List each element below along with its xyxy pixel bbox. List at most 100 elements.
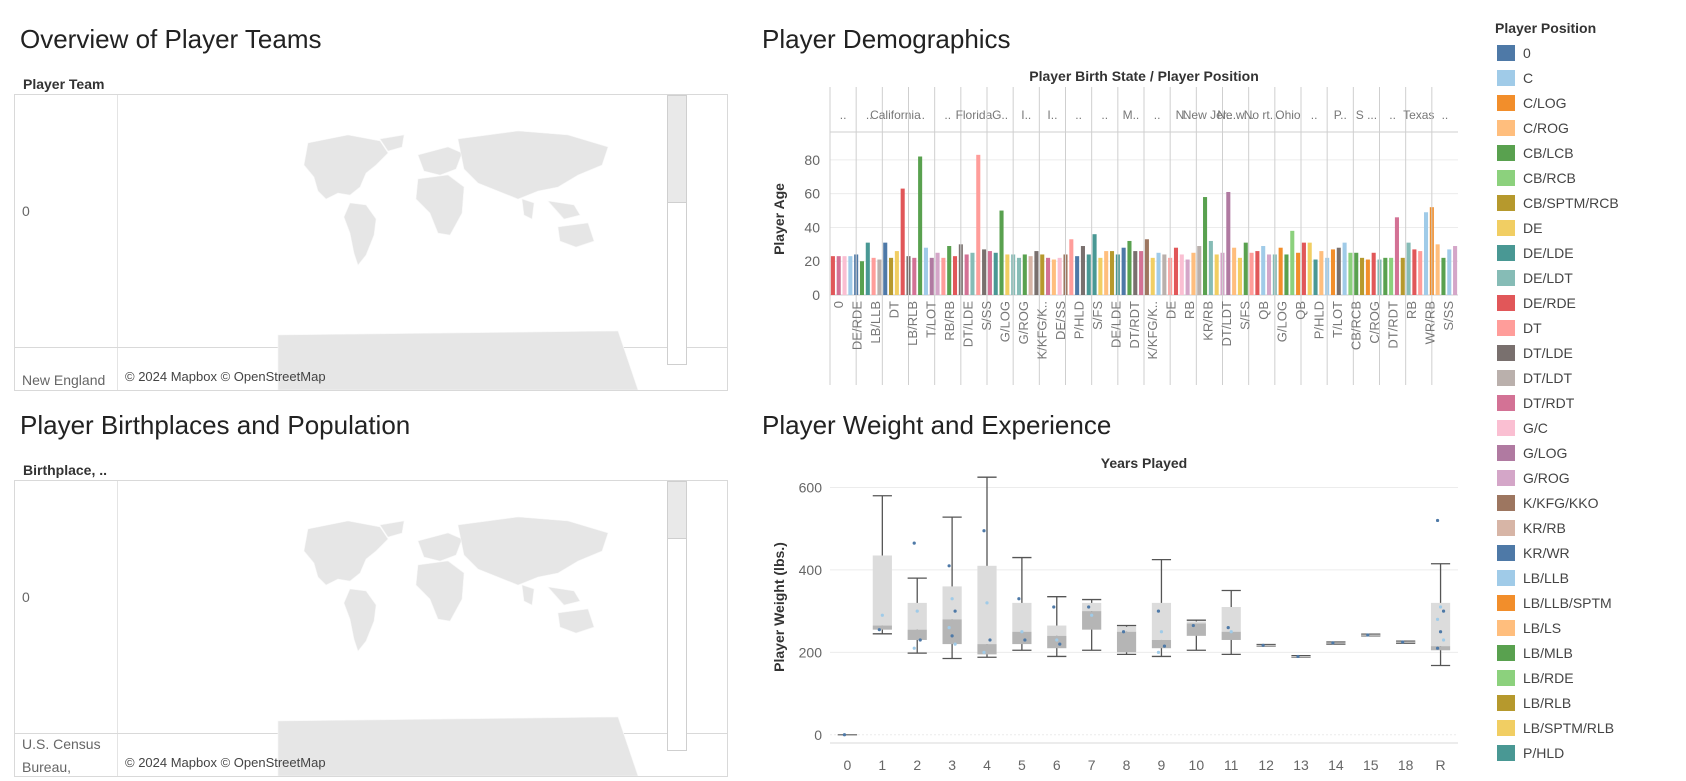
- weight-box-upper: [1047, 625, 1067, 636]
- demographics-bar: [1307, 242, 1312, 295]
- legend-item[interactable]: DT/LDE: [1497, 340, 1619, 365]
- legend-item[interactable]: DT: [1497, 315, 1619, 340]
- legend-swatch: [1497, 444, 1515, 461]
- teams-map-panel[interactable]: [14, 94, 728, 391]
- legend-item[interactable]: DE/RDE: [1497, 290, 1619, 315]
- demographics-bar: [1203, 197, 1208, 295]
- weight-box-upper: [1116, 626, 1137, 632]
- birthplaces-row-label: U.S. Census: [22, 736, 101, 752]
- weight-x-tick-label: 14: [1328, 757, 1344, 773]
- birthplaces-scrollbar-thumb[interactable]: [668, 482, 686, 539]
- legend-item[interactable]: DE/LDE: [1497, 240, 1619, 265]
- demographics-bar: [964, 254, 969, 295]
- legend-swatch: [1497, 69, 1515, 86]
- weight-box-upper: [907, 602, 927, 630]
- weight-data-point: [988, 638, 992, 642]
- legend-item[interactable]: K/KFG/KKO: [1497, 490, 1619, 515]
- legend-label: DE/LDT: [1523, 269, 1573, 286]
- legend-item[interactable]: LB/MLB: [1497, 640, 1619, 665]
- teams-world-map[interactable]: [118, 95, 728, 390]
- legend-item[interactable]: G/ROG: [1497, 465, 1619, 490]
- demographics-bar: [1098, 257, 1103, 295]
- legend-item[interactable]: DT/LDT: [1497, 365, 1619, 390]
- legend-swatch: [1497, 194, 1515, 211]
- demographics-position-label: S/FS: [1090, 301, 1105, 330]
- birthplaces-row-label: Bureau,: [22, 759, 72, 775]
- legend-item[interactable]: LB/LS: [1497, 615, 1619, 640]
- legend-item[interactable]: C: [1497, 65, 1619, 90]
- legend-swatch: [1497, 644, 1515, 661]
- birthplaces-scrollbar[interactable]: [667, 481, 687, 751]
- legend-item[interactable]: G/C: [1497, 415, 1619, 440]
- demographics-y-tick-label: 0: [812, 287, 820, 303]
- demographics-bar: [1412, 249, 1417, 295]
- birthplaces-world-map[interactable]: [118, 481, 728, 776]
- legend-label: P/HLD: [1523, 744, 1565, 761]
- legend-swatch: [1497, 144, 1515, 161]
- demographics-bar: [1319, 251, 1324, 295]
- demographics-bar: [1400, 257, 1405, 295]
- legend-item[interactable]: LB/RLB: [1497, 690, 1619, 715]
- demographics-bar: [1423, 212, 1429, 295]
- legend-item[interactable]: CB/RCB: [1497, 165, 1619, 190]
- legend-item[interactable]: DE: [1497, 215, 1619, 240]
- legend-item[interactable]: 0: [1497, 40, 1619, 65]
- demographics-state-label: ..: [944, 108, 951, 122]
- legend-item[interactable]: KR/WR: [1497, 540, 1619, 565]
- legend-label: LB/SPTM/RLB: [1523, 719, 1615, 736]
- demographics-state-label: No rt...: [1244, 108, 1280, 122]
- demographics-bar: [894, 251, 899, 295]
- demographics-bar: [1028, 256, 1033, 295]
- demographics-position-label: 0: [831, 301, 846, 308]
- demographics-bar: [982, 249, 987, 295]
- legend-item[interactable]: DT/RDT: [1497, 390, 1619, 415]
- legend-swatch: [1497, 469, 1515, 486]
- legend-item[interactable]: DE/LDT: [1497, 265, 1619, 290]
- legend-item[interactable]: LB/SPTM/RLB: [1497, 715, 1619, 740]
- legend-item[interactable]: C/LOG: [1497, 90, 1619, 115]
- birthplaces-map-panel[interactable]: [14, 480, 728, 777]
- demographics-bar: [1104, 251, 1109, 295]
- legend-label: CB/SPTM/RCB: [1523, 194, 1619, 211]
- legend-swatch: [1497, 94, 1515, 111]
- legend-item[interactable]: KR/RB: [1497, 515, 1619, 540]
- weight-data-point: [1229, 630, 1233, 634]
- demographics-bar: [1144, 239, 1149, 295]
- demographics-bar: [1133, 251, 1138, 295]
- legend-label: KR/WR: [1523, 544, 1570, 561]
- legend-item[interactable]: LB/LLB: [1497, 565, 1619, 590]
- player-position-legend[interactable]: 0 C C/LOG C/ROG CB/LCB CB/RCB CB/SPTM/RCB DE DE/…: [1497, 40, 1619, 765]
- demographics-state-label: Texas: [1403, 108, 1434, 122]
- teams-map-attribution[interactable]: © 2024 Mapbox © OpenStreetMap: [125, 369, 326, 384]
- weight-box-upper: [942, 586, 962, 620]
- legend-item[interactable]: G/LOG: [1497, 440, 1619, 465]
- legend-item[interactable]: P/HLD: [1497, 740, 1619, 765]
- weight-box-lower: [1151, 639, 1172, 649]
- weight-box-lower: [1396, 642, 1416, 644]
- legend-item[interactable]: CB/SPTM/RCB: [1497, 190, 1619, 215]
- demographics-state-label: ..: [840, 108, 847, 122]
- legend-item[interactable]: C/ROG: [1497, 115, 1619, 140]
- demographics-bar: [999, 210, 1004, 295]
- teams-scrollbar-thumb[interactable]: [668, 96, 686, 203]
- weight-box-plot[interactable]: Years Played Player Weight (lbs.) 0 200 400 6…: [762, 451, 1462, 781]
- teams-scrollbar[interactable]: [667, 95, 687, 365]
- weight-data-point: [1191, 623, 1195, 628]
- demographics-position-label: P/HLD: [1311, 301, 1326, 339]
- birthplaces-map-attribution[interactable]: © 2024 Mapbox © OpenStreetMap: [125, 755, 326, 770]
- weight-x-tick-label: 2: [913, 757, 921, 773]
- weight-box-upper: [1186, 621, 1206, 624]
- legend-item[interactable]: CB/LCB: [1497, 140, 1619, 165]
- demographics-state-label: P..: [1334, 108, 1347, 122]
- weight-data-point: [947, 626, 951, 630]
- legend-item[interactable]: LB/RDE: [1497, 665, 1619, 690]
- demographics-bar: [935, 252, 940, 295]
- demographics-bar: [1016, 257, 1022, 295]
- weight-data-point: [880, 613, 884, 617]
- legend-swatch: [1497, 44, 1515, 61]
- demographics-bar: [836, 256, 841, 295]
- demographics-bar: [1383, 257, 1388, 295]
- demographics-bar: [1156, 252, 1161, 295]
- demographics-bar-chart[interactable]: Player Birth State / Player Position Play…: [762, 65, 1462, 385]
- legend-item[interactable]: LB/LLB/SPTM: [1497, 590, 1619, 615]
